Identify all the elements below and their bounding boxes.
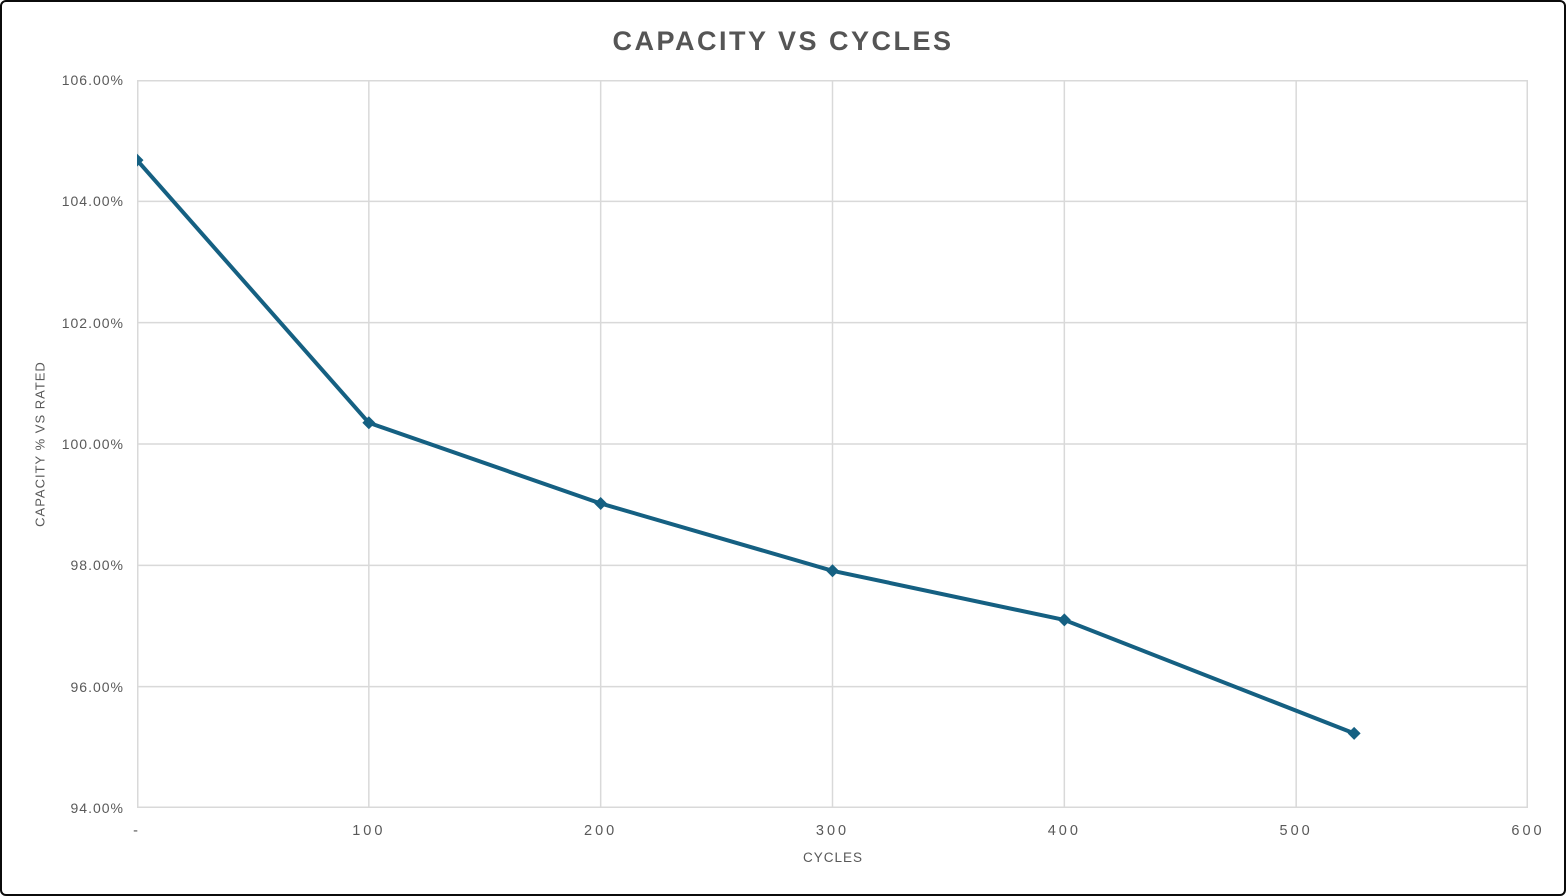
x-axis-tick-label: 100 bbox=[352, 823, 386, 839]
data-point-marker bbox=[826, 564, 839, 578]
data-point-marker bbox=[137, 153, 144, 167]
data-point-marker bbox=[362, 416, 376, 430]
x-axis-title: CYCLES bbox=[802, 850, 864, 865]
x-axis-tick-label: 600 bbox=[1511, 823, 1545, 839]
y-axis-tick-label: 94.00% bbox=[70, 800, 124, 816]
y-axis-tick-label: 102.00% bbox=[61, 314, 124, 331]
y-axis-tick-label: 106.00% bbox=[61, 72, 124, 88]
y-axis-tick-label: 104.00% bbox=[61, 193, 124, 210]
y-axis-tick-label: 100.00% bbox=[61, 436, 124, 452]
y-axis-tick-label: 96.00% bbox=[70, 678, 124, 695]
x-axis-tick-label: 500 bbox=[1279, 823, 1313, 839]
data-series-line bbox=[137, 153, 1361, 740]
y-axis-tick-label: 98.00% bbox=[70, 557, 124, 574]
chart-title: CAPACITY VS CYCLES bbox=[612, 26, 954, 56]
line-chart bbox=[137, 80, 1528, 808]
x-axis-tick-label: 400 bbox=[1047, 823, 1081, 839]
data-point-marker bbox=[1057, 613, 1071, 627]
plot-area bbox=[137, 80, 1528, 808]
x-axis-tick-label: 200 bbox=[584, 823, 618, 839]
data-point-marker bbox=[1347, 726, 1361, 740]
data-point-marker bbox=[594, 496, 608, 510]
x-axis-tick-label: - bbox=[133, 823, 141, 839]
x-axis-tick-label: 300 bbox=[815, 823, 850, 839]
gridlines bbox=[137, 80, 1528, 808]
